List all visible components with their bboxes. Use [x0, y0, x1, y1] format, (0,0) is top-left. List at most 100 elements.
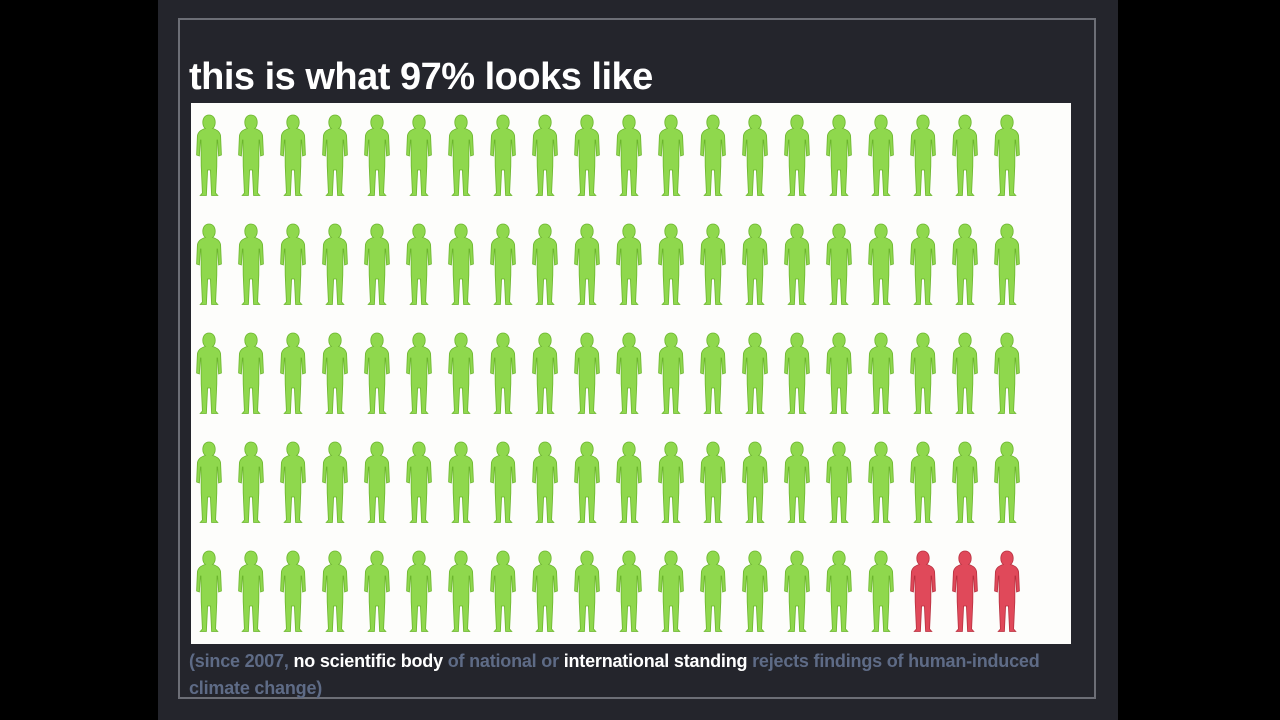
person-icon-agree — [700, 441, 726, 523]
person-icon-agree — [490, 550, 516, 632]
person-icon-agree — [364, 223, 390, 305]
person-icon-agree — [280, 223, 306, 305]
person-icon-agree — [196, 114, 222, 196]
person-icon-reject — [994, 550, 1020, 632]
person-icon-agree — [784, 550, 810, 632]
person-icon-agree — [196, 441, 222, 523]
person-icon-agree — [364, 550, 390, 632]
person-icon-agree — [826, 441, 852, 523]
person-icon-agree — [910, 441, 936, 523]
person-icon-agree — [532, 223, 558, 305]
caption-part-1: (since 2007, — [189, 651, 294, 671]
caption-highlight-international-standing: international standing — [563, 651, 748, 671]
person-icon-agree — [196, 332, 222, 414]
person-icon-agree — [406, 332, 432, 414]
person-icon-agree — [280, 332, 306, 414]
person-icon-agree — [322, 441, 348, 523]
person-icon-agree — [910, 332, 936, 414]
person-icon-agree — [574, 441, 600, 523]
person-icon-agree — [280, 441, 306, 523]
person-icon-agree — [238, 114, 264, 196]
person-icon-agree — [742, 114, 768, 196]
person-icon-agree — [826, 223, 852, 305]
person-icon-agree — [574, 114, 600, 196]
person-icon-agree — [868, 550, 894, 632]
person-icon-agree — [826, 332, 852, 414]
person-icon-agree — [952, 114, 978, 196]
person-icon-agree — [280, 114, 306, 196]
person-icon-agree — [868, 332, 894, 414]
slide-frame — [178, 18, 1096, 699]
person-icon-agree — [700, 550, 726, 632]
person-icon-agree — [490, 114, 516, 196]
person-icon-agree — [448, 441, 474, 523]
person-icon-reject — [910, 550, 936, 632]
person-icon-agree — [784, 114, 810, 196]
person-icon-agree — [490, 332, 516, 414]
person-icon-agree — [868, 223, 894, 305]
person-icon-agree — [910, 114, 936, 196]
person-icon-agree — [994, 441, 1020, 523]
person-icon-agree — [868, 114, 894, 196]
person-icon-agree — [742, 441, 768, 523]
person-icon-agree — [616, 441, 642, 523]
caption-highlight-no-scientific-body: no scientific body — [293, 651, 443, 671]
person-icon-agree — [952, 441, 978, 523]
person-icon-agree — [616, 332, 642, 414]
person-icon-agree — [616, 114, 642, 196]
person-icon-agree — [448, 223, 474, 305]
person-icon-agree — [406, 441, 432, 523]
person-icon-agree — [742, 332, 768, 414]
person-icon-agree — [700, 223, 726, 305]
person-icon-agree — [784, 223, 810, 305]
slide-title: this is what 97% looks like — [189, 56, 653, 98]
person-icon-agree — [994, 223, 1020, 305]
person-icon-agree — [238, 223, 264, 305]
person-icon-agree — [952, 332, 978, 414]
person-icon-agree — [616, 223, 642, 305]
person-icon-agree — [784, 441, 810, 523]
person-icon-agree — [322, 223, 348, 305]
person-icon-agree — [448, 332, 474, 414]
person-icon-agree — [532, 114, 558, 196]
person-icon-agree — [658, 550, 684, 632]
person-icon-agree — [910, 223, 936, 305]
person-icon-agree — [994, 114, 1020, 196]
person-icon-agree — [574, 550, 600, 632]
person-icon-agree — [826, 114, 852, 196]
person-icon-agree — [574, 332, 600, 414]
person-icon-reject — [952, 550, 978, 632]
person-icon-agree — [658, 332, 684, 414]
pictograph-panel — [191, 103, 1071, 644]
person-icon-agree — [616, 550, 642, 632]
person-icon-agree — [448, 114, 474, 196]
person-icon-agree — [532, 550, 558, 632]
person-icon-agree — [532, 332, 558, 414]
person-icon-agree — [994, 332, 1020, 414]
person-icon-agree — [406, 223, 432, 305]
person-icon-agree — [196, 550, 222, 632]
person-icon-agree — [490, 441, 516, 523]
caption: (since 2007, no scientific body of natio… — [189, 648, 1069, 702]
person-icon-agree — [742, 550, 768, 632]
person-icon-agree — [490, 223, 516, 305]
person-icon-agree — [784, 332, 810, 414]
person-icon-agree — [658, 223, 684, 305]
person-icon-agree — [406, 550, 432, 632]
person-icon-agree — [406, 114, 432, 196]
person-icon-agree — [952, 223, 978, 305]
person-icon-agree — [868, 441, 894, 523]
person-icon-agree — [364, 441, 390, 523]
person-icon-agree — [322, 114, 348, 196]
person-icon-agree — [280, 550, 306, 632]
people-pictograph — [196, 114, 1020, 632]
person-icon-agree — [322, 332, 348, 414]
person-icon-agree — [448, 550, 474, 632]
person-icon-agree — [532, 441, 558, 523]
caption-part-2: of national or — [442, 651, 564, 671]
person-icon-agree — [742, 223, 768, 305]
person-icon-agree — [238, 550, 264, 632]
person-icon-agree — [238, 441, 264, 523]
person-icon-agree — [826, 550, 852, 632]
person-icon-agree — [196, 223, 222, 305]
